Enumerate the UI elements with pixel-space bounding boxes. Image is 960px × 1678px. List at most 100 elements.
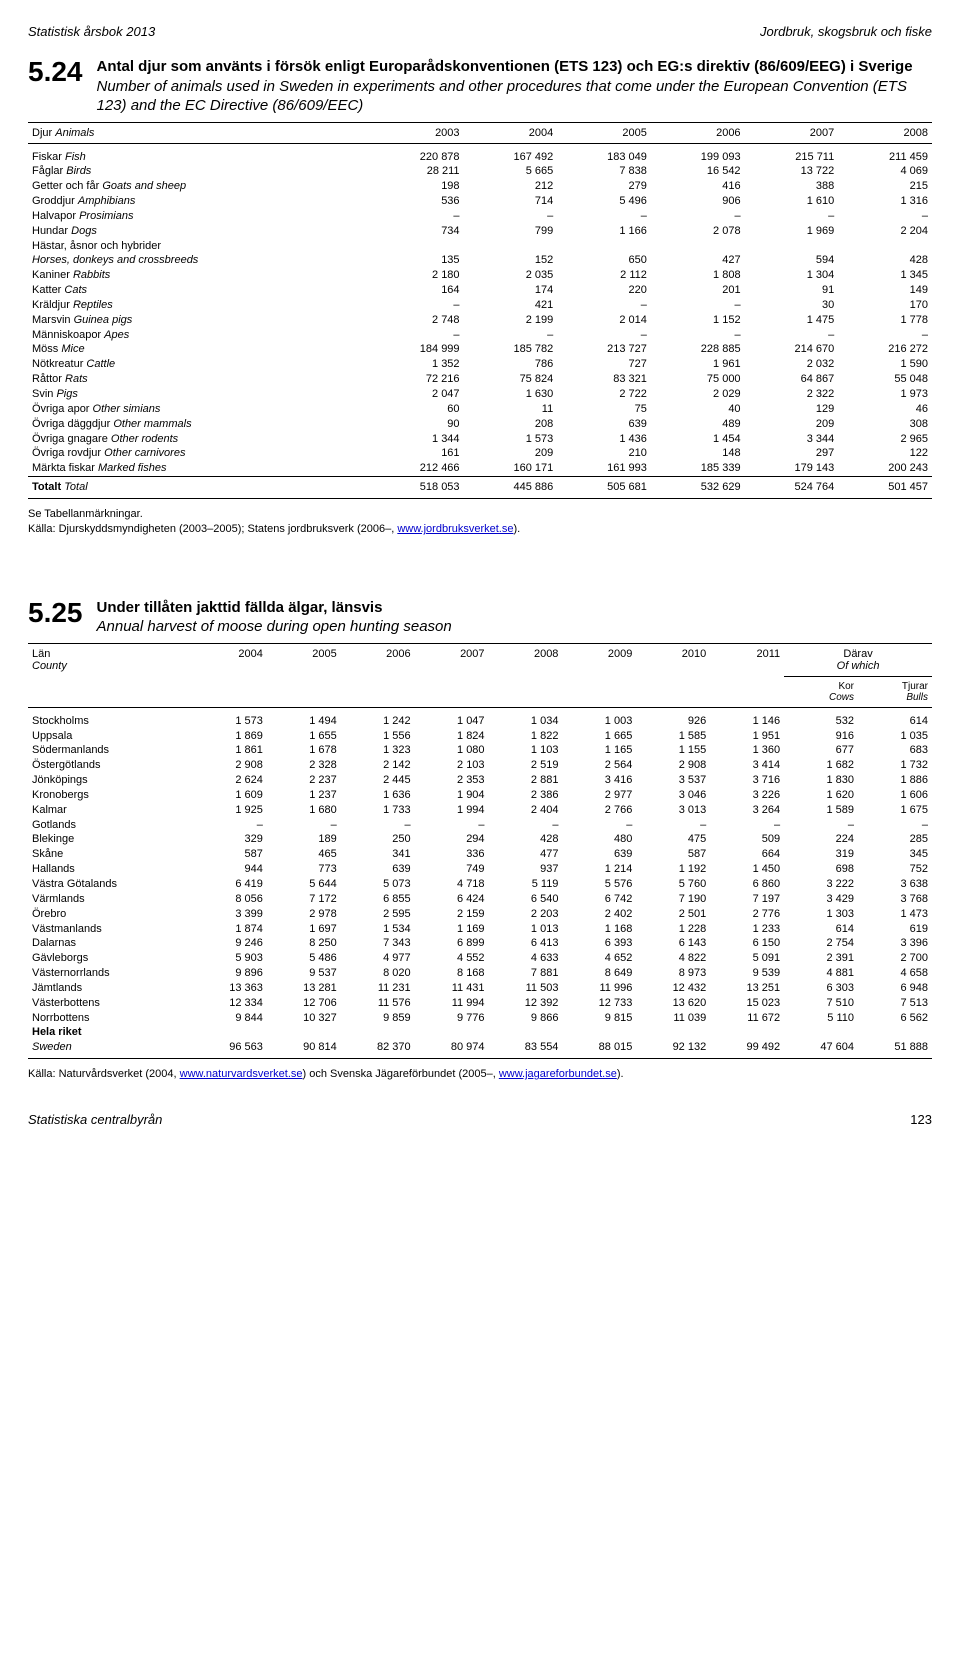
cell: 480 [562,832,636,847]
cell: 2 519 [489,758,563,773]
cell: 7 513 [858,996,932,1011]
cell: – [745,328,839,343]
cell: 524 764 [745,477,839,499]
cell: 10 327 [267,1011,341,1026]
cell: 213 727 [557,342,651,357]
link-jagareforbundet[interactable]: www.jagareforbundet.se [499,1068,617,1080]
cell: 40 [651,402,745,417]
row-label: Råttor Rats [28,372,370,387]
cell: 1 610 [745,194,839,209]
cell: 185 339 [651,461,745,476]
row-label: Södermanlands [28,743,193,758]
col-2005: 2005 [557,122,651,143]
cell: 5 091 [710,951,784,966]
total-label: Totalt Total [28,477,370,499]
table-row: Västmanlands1 8741 6971 5341 1691 0131 1… [28,922,932,937]
row-label: Jönköpings [28,773,193,788]
cell: 906 [651,194,745,209]
row-label: Möss Mice [28,342,370,357]
table-row: Kräldjur Reptiles–421––30170 [28,298,932,313]
cell: 2 322 [745,387,839,402]
cell: 1 013 [489,922,563,937]
cell: 2 204 [838,224,932,239]
cell: 13 722 [745,164,839,179]
cell: 465 [267,847,341,862]
row-label: Övriga rovdjur Other carnivores [28,446,370,461]
cell: 2 199 [464,313,558,328]
cell: 220 878 [370,150,464,165]
cell: 475 [636,832,710,847]
cell: 214 670 [745,342,839,357]
table-row: Södermanlands1 8611 6781 3231 0801 1031 … [28,743,932,758]
section-524-head: 5.24 Antal djur som använts i försök enl… [28,57,932,116]
cell: 2 700 [858,951,932,966]
table-row: Marsvin Guinea pigs2 7482 1992 0141 1521… [28,313,932,328]
cell: 799 [464,224,558,239]
cell: 30 [745,298,839,313]
table-row: Värmlands8 0567 1726 8556 4246 5406 7427… [28,892,932,907]
cell: 294 [415,832,489,847]
cell: 2 748 [370,313,464,328]
cell: 2 353 [415,773,489,788]
cell: 3 416 [562,773,636,788]
row-label: Groddjur Amphibians [28,194,370,209]
table-row: Stockholms1 5731 4941 2421 0471 0341 003… [28,714,932,729]
cell: 152 [464,253,558,268]
cell: 201 [651,283,745,298]
cell: 160 171 [464,461,558,476]
cell: 3 638 [858,877,932,892]
cell: 1 034 [489,714,563,729]
row-label: Östergötlands [28,758,193,773]
cell: 944 [193,862,267,877]
cell: 9 866 [489,1011,563,1026]
cell: 7 343 [341,936,415,951]
cell: 189 [267,832,341,847]
cell: 1 973 [838,387,932,402]
cell: 428 [489,832,563,847]
cell: 2 035 [464,268,558,283]
row-label: Fåglar Birds [28,164,370,179]
cell: 5 496 [557,194,651,209]
cell: 1 242 [341,714,415,729]
cell: 619 [858,922,932,937]
col-derav: Därav Of which [784,643,932,676]
cell: 1 620 [784,788,858,803]
row-label: Märkta fiskar Marked fishes [28,461,370,476]
table-row: Råttor Rats72 21675 82483 32175 00064 86… [28,372,932,387]
table-row: Övriga däggdjur Other mammals90208639489… [28,417,932,432]
table-row: Blekinge329189250294428480475509224285 [28,832,932,847]
link-jordbruksverket[interactable]: www.jordbruksverket.se [397,523,513,535]
hela-riket-label: Hela riket [28,1025,193,1040]
table-525: Län County 2004 2005 2006 2007 2008 2009… [28,643,932,1059]
footnotes-525: Källa: Naturvårdsverket (2004, www.natur… [28,1067,932,1082]
cell: – [651,328,745,343]
cell: 179 143 [745,461,839,476]
table-row: Örebro3 3992 9782 5952 1592 2032 4022 50… [28,907,932,922]
cell: – [489,818,563,833]
cell: 129 [745,402,839,417]
cell: 12 392 [489,996,563,1011]
cell: 200 243 [838,461,932,476]
row-label: Dalarnas [28,936,193,951]
total-row: Sweden96 56390 81482 37080 97483 55488 0… [28,1040,932,1058]
cell: 7 881 [489,966,563,981]
cell: 1 573 [193,714,267,729]
cell: 1 473 [858,907,932,922]
table-row: Västerbottens12 33412 70611 57611 99412 … [28,996,932,1011]
cell: 2 908 [193,758,267,773]
col-2003: 2003 [370,122,464,143]
cell: 916 [784,729,858,744]
table-row: Nötkreatur Cattle1 3527867271 9612 0321 … [28,357,932,372]
link-naturvardsverket[interactable]: www.naturvardsverket.se [180,1068,303,1080]
cell: 13 281 [267,981,341,996]
cell: 12 432 [636,981,710,996]
table-row: Hallands9447736397499371 2141 1921 45069… [28,862,932,877]
cell: 211 459 [838,150,932,165]
cell: – [267,818,341,833]
cell: 7 838 [557,164,651,179]
cell: 345 [858,847,932,862]
table-row: Dalarnas9 2468 2507 3436 8996 4136 3936 … [28,936,932,951]
table-row: Katter Cats16417422020191149 [28,283,932,298]
cell: – [838,328,932,343]
cell: 12 334 [193,996,267,1011]
